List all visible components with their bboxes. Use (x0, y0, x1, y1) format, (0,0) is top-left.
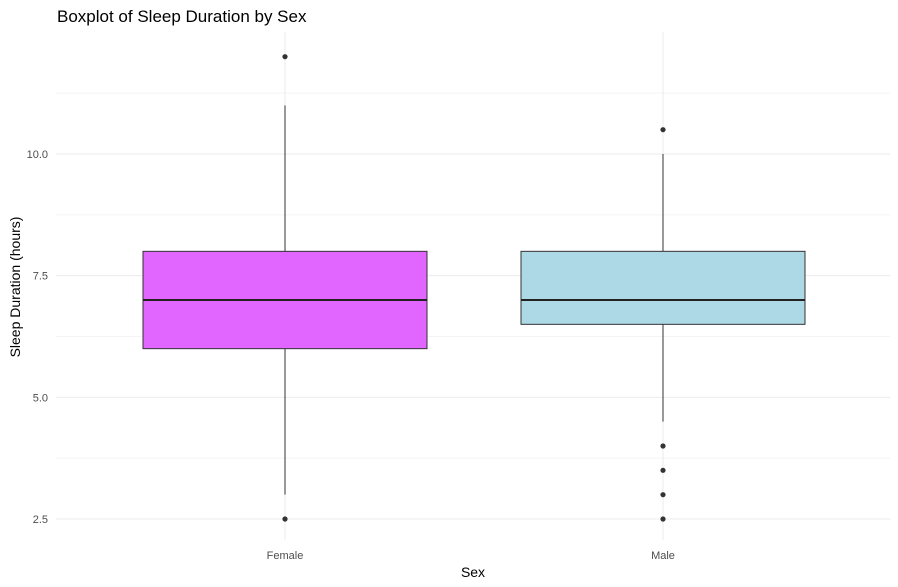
x-tick-label: Female (267, 550, 304, 562)
outlier-point (282, 516, 288, 522)
box-male (520, 127, 806, 522)
y-tick-label: 2.5 (33, 514, 48, 526)
box-series (142, 54, 806, 522)
y-tick-labels: 2.5 5.0 7.5 10.0 (27, 149, 48, 526)
box-body (520, 250, 806, 325)
y-axis-title: Sleep Duration (hours) (7, 217, 23, 358)
x-tick-label: Male (651, 550, 675, 562)
chart-title: Boxplot of Sleep Duration by Sex (57, 7, 307, 26)
box-female (142, 54, 428, 522)
y-tick-label: 10.0 (27, 149, 48, 161)
outlier-point (660, 127, 666, 133)
x-axis-title: Sex (461, 564, 485, 580)
outlier-point (660, 443, 666, 449)
x-tick-labels: Female Male (267, 550, 675, 562)
y-tick-label: 7.5 (33, 271, 48, 283)
outlier-point (660, 516, 666, 522)
outlier-point (282, 54, 288, 60)
outlier-point (660, 492, 666, 498)
outlier-point (660, 467, 666, 473)
y-tick-label: 5.0 (33, 392, 48, 404)
